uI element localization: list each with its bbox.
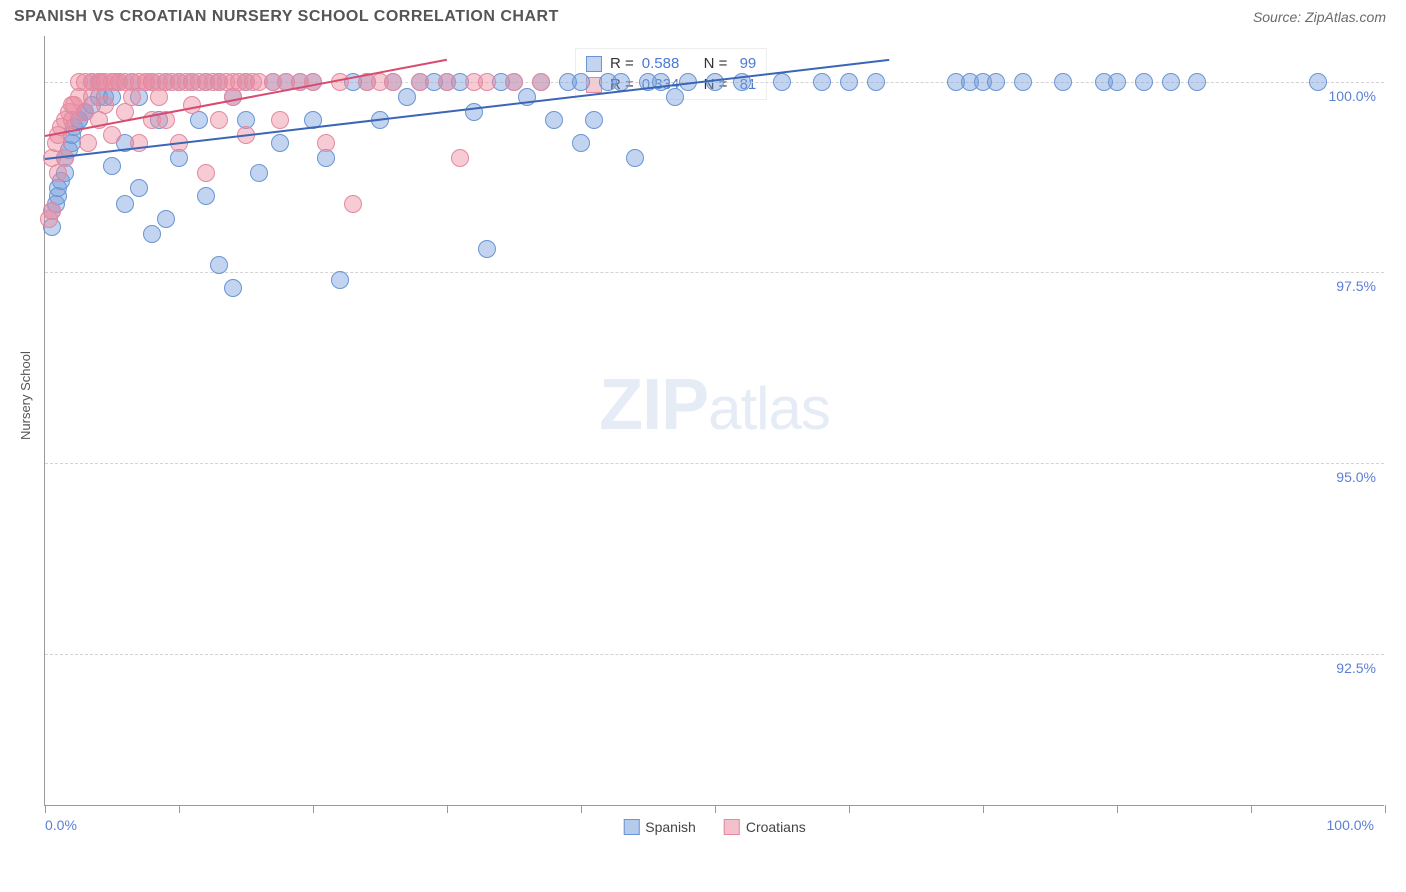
data-point xyxy=(79,134,97,152)
stats-r-label: R = xyxy=(610,55,634,72)
data-point xyxy=(585,111,603,129)
data-point xyxy=(451,149,469,167)
legend-item: Croatians xyxy=(724,819,806,835)
data-point xyxy=(612,73,630,91)
data-point xyxy=(572,73,590,91)
data-point xyxy=(398,88,416,106)
data-point xyxy=(1162,73,1180,91)
gridline xyxy=(45,654,1384,655)
legend-item: Spanish xyxy=(623,819,696,835)
watermark: ZIPatlas xyxy=(599,364,830,446)
data-point xyxy=(1108,73,1126,91)
data-point xyxy=(840,73,858,91)
data-point xyxy=(545,111,563,129)
data-point xyxy=(1014,73,1032,91)
x-axis-tick xyxy=(313,805,314,813)
data-point xyxy=(197,164,215,182)
data-point xyxy=(271,134,289,152)
stats-n-value: 99 xyxy=(735,55,756,72)
data-point xyxy=(438,73,456,91)
gridline xyxy=(45,272,1384,273)
data-point xyxy=(157,210,175,228)
data-point xyxy=(130,179,148,197)
legend-swatch xyxy=(623,819,639,835)
x-axis-tick xyxy=(447,805,448,813)
data-point xyxy=(1054,73,1072,91)
y-axis-tick-label: 92.5% xyxy=(1336,660,1376,676)
data-point xyxy=(224,279,242,297)
data-point xyxy=(103,126,121,144)
data-point xyxy=(532,73,550,91)
chart-source: Source: ZipAtlas.com xyxy=(1253,9,1386,25)
stats-r-value: 0.588 xyxy=(642,55,680,72)
data-point xyxy=(987,73,1005,91)
data-point xyxy=(867,73,885,91)
stats-n-label: N = xyxy=(704,55,728,72)
gridline xyxy=(45,463,1384,464)
data-point xyxy=(183,96,201,114)
chart-header: SPANISH VS CROATIAN NURSERY SCHOOL CORRE… xyxy=(0,0,1406,30)
legend-swatch xyxy=(586,56,602,72)
data-point xyxy=(96,96,114,114)
data-point xyxy=(478,73,496,91)
data-point xyxy=(271,111,289,129)
x-axis-tick xyxy=(715,805,716,813)
scatter-chart: ZIPatlas R =0.588 N = 99R =0.334 N = 81 … xyxy=(44,36,1384,806)
data-point xyxy=(505,73,523,91)
legend-swatch xyxy=(724,819,740,835)
x-axis-tick xyxy=(1251,805,1252,813)
data-point xyxy=(103,157,121,175)
data-point xyxy=(411,73,429,91)
y-axis-tick-label: 95.0% xyxy=(1336,469,1376,485)
x-axis-tick xyxy=(1385,805,1386,813)
x-axis-tick xyxy=(1117,805,1118,813)
x-axis-label-min: 0.0% xyxy=(45,817,77,833)
data-point xyxy=(813,73,831,91)
data-point xyxy=(304,73,322,91)
data-point xyxy=(43,202,61,220)
data-point xyxy=(1309,73,1327,91)
data-point xyxy=(197,187,215,205)
y-axis-title: Nursery School xyxy=(18,351,33,440)
watermark-atlas: atlas xyxy=(708,375,830,442)
data-point xyxy=(143,225,161,243)
data-point xyxy=(773,73,791,91)
data-point xyxy=(116,195,134,213)
x-axis-label-max: 100.0% xyxy=(1327,817,1374,833)
data-point xyxy=(210,111,228,129)
data-point xyxy=(331,271,349,289)
stats-row: R = 0.588 N = 99 xyxy=(586,53,756,74)
data-point xyxy=(384,73,402,91)
x-axis-tick xyxy=(581,805,582,813)
data-point xyxy=(626,149,644,167)
data-point xyxy=(344,195,362,213)
x-axis-tick xyxy=(983,805,984,813)
data-point xyxy=(1188,73,1206,91)
data-point xyxy=(478,240,496,258)
y-axis-tick-label: 97.5% xyxy=(1336,278,1376,294)
data-point xyxy=(1135,73,1153,91)
x-axis-tick xyxy=(179,805,180,813)
legend-label: Croatians xyxy=(746,819,806,835)
data-point xyxy=(572,134,590,152)
watermark-zip: ZIP xyxy=(599,365,708,445)
x-axis-tick xyxy=(849,805,850,813)
data-point xyxy=(317,134,335,152)
data-point xyxy=(666,88,684,106)
legend: Spanish Croatians xyxy=(623,819,806,835)
data-point xyxy=(210,256,228,274)
y-axis-tick-label: 100.0% xyxy=(1329,88,1376,104)
legend-label: Spanish xyxy=(645,819,696,835)
data-point xyxy=(250,164,268,182)
x-axis-tick xyxy=(45,805,46,813)
chart-title: SPANISH VS CROATIAN NURSERY SCHOOL CORRE… xyxy=(14,8,559,26)
